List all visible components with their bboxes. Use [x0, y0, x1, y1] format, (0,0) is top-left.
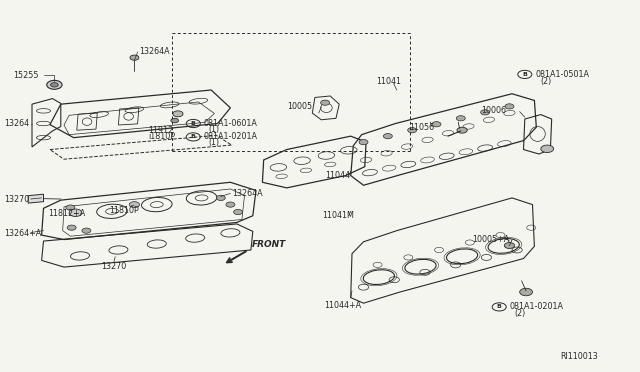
Text: (1): (1) [209, 125, 220, 134]
Text: B: B [497, 304, 502, 310]
Text: 081A1-0201A: 081A1-0201A [204, 132, 257, 141]
Text: 10005: 10005 [287, 102, 312, 111]
Text: 11912: 11912 [148, 126, 173, 135]
Text: (2): (2) [540, 77, 552, 86]
Text: RI110013: RI110013 [560, 352, 598, 361]
Circle shape [47, 80, 62, 89]
Circle shape [457, 127, 467, 133]
Text: 13270: 13270 [101, 262, 126, 271]
Text: 11044: 11044 [325, 171, 350, 180]
Text: 10005+A: 10005+A [472, 235, 509, 244]
Text: 10006: 10006 [481, 106, 506, 115]
Circle shape [456, 116, 465, 121]
Circle shape [69, 209, 82, 217]
Text: B: B [522, 72, 527, 77]
Circle shape [541, 145, 554, 153]
Text: 13264: 13264 [4, 119, 29, 128]
Circle shape [82, 228, 91, 233]
Text: 15255: 15255 [13, 71, 38, 80]
Text: 13264+A: 13264+A [4, 229, 41, 238]
Circle shape [51, 83, 58, 87]
Text: (1): (1) [209, 138, 220, 147]
Circle shape [504, 243, 515, 248]
Circle shape [383, 134, 392, 139]
Circle shape [67, 225, 76, 230]
Text: (2): (2) [515, 309, 526, 318]
Circle shape [408, 128, 417, 133]
Text: 081A1-0201A: 081A1-0201A [509, 302, 563, 311]
Text: 13264A: 13264A [232, 189, 262, 198]
Text: 081A1-0501A: 081A1-0501A [535, 70, 589, 79]
Text: 11056: 11056 [410, 123, 435, 132]
Circle shape [359, 140, 368, 145]
Text: 11041M: 11041M [323, 211, 355, 220]
Circle shape [432, 122, 441, 127]
Circle shape [130, 55, 139, 60]
Text: 11812+A: 11812+A [48, 209, 85, 218]
Text: FRONT: FRONT [252, 240, 286, 249]
Circle shape [66, 205, 75, 210]
Circle shape [321, 100, 330, 105]
Text: i1810P: i1810P [148, 132, 175, 141]
Circle shape [216, 195, 225, 201]
Circle shape [234, 209, 243, 215]
Text: 081A1-0601A: 081A1-0601A [204, 119, 257, 128]
Text: 11810P: 11810P [109, 206, 138, 215]
Circle shape [129, 202, 140, 208]
Text: B: B [191, 134, 196, 140]
Text: B: B [191, 121, 196, 126]
Circle shape [505, 104, 514, 109]
Text: 13270: 13270 [4, 195, 29, 204]
Polygon shape [28, 194, 44, 203]
Text: 11044+A: 11044+A [324, 301, 361, 310]
Text: 13264A: 13264A [140, 47, 170, 56]
Circle shape [171, 118, 179, 123]
Circle shape [481, 110, 490, 115]
Circle shape [226, 202, 235, 207]
Circle shape [520, 288, 532, 296]
Circle shape [173, 111, 183, 117]
Text: 11041: 11041 [376, 77, 401, 86]
